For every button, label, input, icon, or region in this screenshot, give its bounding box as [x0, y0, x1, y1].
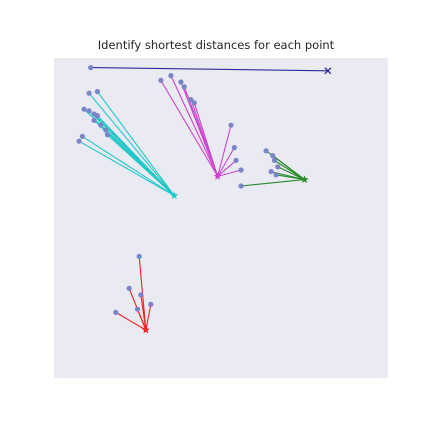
connection-line-2-8 [217, 159, 237, 177]
target-markers [141, 67, 332, 334]
connection-line-1-1 [96, 91, 175, 196]
source-points [76, 65, 281, 315]
source-point-3-5 [273, 172, 279, 178]
target-marker-4 [141, 325, 150, 334]
connection-line-1-0 [88, 92, 175, 196]
connection-line-3-5 [276, 174, 305, 181]
connection-line-1-9 [107, 134, 175, 197]
source-point-3-6 [238, 183, 244, 189]
source-point-1-6 [91, 117, 97, 123]
connection-line-1-11 [78, 140, 175, 197]
source-point-0-0 [88, 65, 94, 71]
target-marker-0 [324, 67, 332, 75]
target-marker-1 [170, 191, 179, 199]
connection-lines [78, 67, 328, 331]
source-point-1-10 [79, 133, 85, 139]
connection-line-4-2 [140, 294, 147, 331]
plot-area [54, 58, 388, 378]
connection-line-4-5 [145, 304, 152, 331]
source-point-4-5 [148, 301, 154, 307]
connection-line-2-0 [160, 80, 219, 177]
source-point-2-2 [178, 79, 184, 85]
source-point-2-9 [238, 167, 244, 173]
connection-line-3-2 [274, 159, 305, 181]
connection-line-2-6 [217, 125, 232, 177]
source-point-3-2 [271, 157, 278, 163]
source-point-2-1 [168, 73, 174, 79]
connection-line-2-1 [170, 75, 219, 177]
source-point-2-7 [231, 145, 237, 151]
source-point-3-0 [263, 148, 269, 154]
connection-line-2-5 [193, 102, 219, 177]
source-point-2-6 [228, 122, 234, 128]
target-marker-3 [300, 175, 309, 183]
source-point-2-0 [158, 77, 164, 83]
source-point-1-2 [81, 106, 87, 112]
source-point-2-4 [188, 97, 194, 103]
source-point-3-3 [275, 164, 281, 170]
source-point-2-8 [233, 157, 239, 163]
connection-line-4-3 [136, 308, 147, 331]
connection-line-2-9 [217, 169, 242, 177]
source-point-1-3 [86, 108, 92, 114]
source-point-1-0 [86, 90, 92, 96]
target-marker-2 [213, 172, 222, 180]
connection-line-3-6 [240, 179, 305, 187]
source-point-4-4 [113, 309, 119, 315]
source-point-1-8 [103, 127, 109, 133]
source-point-3-1 [270, 153, 276, 159]
connection-line-4-4 [115, 311, 147, 331]
connection-line-1-10 [82, 135, 175, 197]
chart-title: Identify shortest distances for each poi… [97, 38, 335, 52]
source-point-1-9 [104, 132, 111, 138]
connection-line-2-7 [217, 147, 235, 177]
source-point-1-11 [76, 138, 82, 144]
source-point-1-1 [94, 89, 101, 95]
source-point-4-0 [136, 253, 142, 259]
source-point-3-4 [268, 169, 274, 175]
source-point-4-2 [138, 292, 144, 298]
source-point-1-5 [94, 113, 101, 119]
connection-line-3-3 [277, 166, 305, 181]
source-point-2-3 [181, 84, 187, 90]
source-point-4-3 [134, 306, 141, 312]
source-point-1-7 [98, 122, 104, 128]
connection-line-1-5 [97, 115, 175, 196]
source-point-2-5 [191, 100, 197, 106]
source-point-4-1 [126, 285, 132, 291]
connection-line-0-0 [90, 67, 328, 72]
